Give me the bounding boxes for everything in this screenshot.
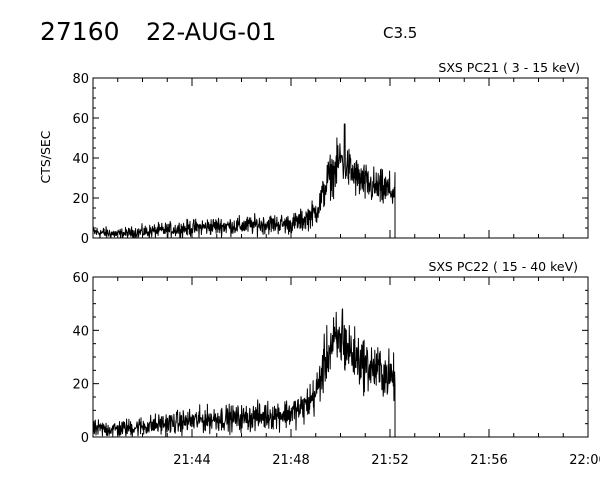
y-axis-label: CTS/SEC (38, 130, 53, 183)
y-tick-label: 20 (72, 192, 89, 207)
y-tick-label: 80 (72, 72, 89, 87)
y-tick-label: 60 (72, 112, 89, 127)
event-id: 27160 (40, 17, 120, 46)
count-rate-trace (92, 123, 396, 239)
y-tick-label: 60 (72, 271, 89, 286)
x-tick-label: 21:44 (173, 453, 210, 468)
x-tick-label: 22:00 (569, 453, 600, 468)
panel-pc22-title: SXS PC22 ( 15 - 40 keV) (428, 259, 578, 274)
panel-pc22: SXS PC22 ( 15 - 40 keV) 0 20 40 60 21:44 21:4… (72, 259, 600, 468)
panel-pc21: SXS PC21 ( 3 - 15 keV) CTS/SEC 0 20 40 60 80 (38, 60, 589, 247)
x-tick-label: 21:52 (371, 453, 408, 468)
x-tick-label: 21:48 (272, 453, 309, 468)
event-date: 22-AUG-01 (146, 18, 276, 46)
y-tick-label: 40 (72, 152, 89, 167)
y-tick-label: 0 (81, 431, 89, 446)
x-tick-label: 21:56 (470, 453, 507, 468)
y-tick-label: 20 (72, 378, 89, 393)
panel-pc21-title: SXS PC21 ( 3 - 15 keV) (438, 60, 580, 75)
y-tick-label: 40 (72, 324, 89, 339)
count-rate-trace (92, 308, 396, 438)
y-tick-label: 0 (81, 232, 89, 247)
flare-class: C3.5 (383, 24, 417, 42)
